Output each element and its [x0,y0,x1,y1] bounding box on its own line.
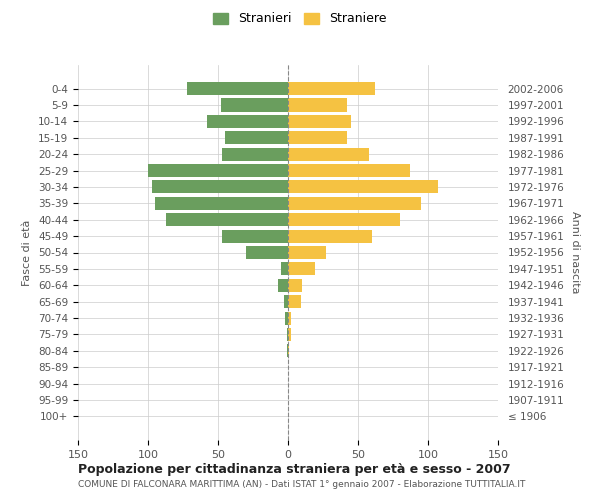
Bar [221,98,288,112]
Y-axis label: Anni di nascita: Anni di nascita [570,211,580,294]
Bar [288,278,302,292]
Bar [288,295,301,308]
Bar [222,148,288,160]
Bar [288,131,347,144]
Bar [187,82,288,95]
Bar [288,98,347,112]
Bar [288,82,375,95]
Legend: Stranieri, Straniere: Stranieri, Straniere [209,8,391,29]
Bar [288,213,400,226]
Bar [281,262,288,276]
Bar [288,164,410,177]
Bar [288,262,314,276]
Bar [284,295,288,308]
Bar [148,164,288,177]
Bar [287,328,288,341]
Bar [222,230,288,242]
Bar [207,115,288,128]
Bar [166,213,288,226]
Bar [288,197,421,210]
Bar [155,197,288,210]
Text: Popolazione per cittadinanza straniera per età e sesso - 2007: Popolazione per cittadinanza straniera p… [78,462,511,475]
Bar [288,344,289,358]
Bar [225,131,288,144]
Bar [288,148,369,160]
Bar [288,246,326,259]
Bar [288,230,372,242]
Bar [152,180,288,194]
Bar [288,180,438,194]
Bar [285,312,288,324]
Bar [287,344,288,358]
Y-axis label: Fasce di età: Fasce di età [22,220,32,286]
Bar [288,328,291,341]
Text: COMUNE DI FALCONARA MARITTIMA (AN) - Dati ISTAT 1° gennaio 2007 - Elaborazione T: COMUNE DI FALCONARA MARITTIMA (AN) - Dat… [78,480,526,489]
Bar [288,312,291,324]
Bar [278,278,288,292]
Bar [288,115,351,128]
Bar [246,246,288,259]
